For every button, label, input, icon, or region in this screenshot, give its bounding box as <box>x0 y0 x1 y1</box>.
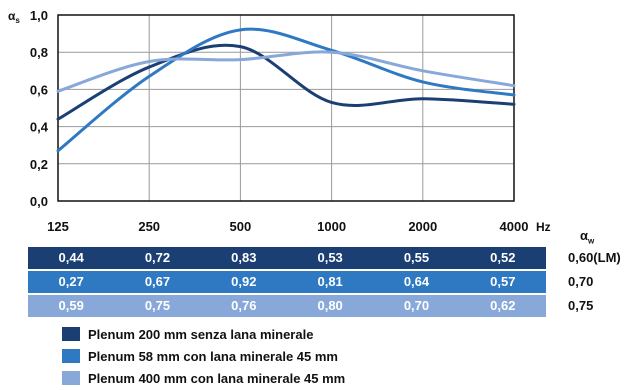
y-tick-label: 0,6 <box>30 82 48 97</box>
table-row: 0,27 0,67 0,92 0,81 0,64 0,57 <box>28 271 546 293</box>
grid <box>57 14 515 202</box>
table-cell: 0,44 <box>58 250 84 265</box>
table-cell: 0,57 <box>490 274 516 289</box>
table-cell: 0,72 <box>144 250 171 265</box>
x-tick-label: 4000 <box>500 219 529 234</box>
alpha-w-value: 0,75 <box>568 298 594 313</box>
table-cell: 0,53 <box>317 250 343 265</box>
y-tick-label: 0,0 <box>30 194 48 209</box>
alpha-w-value: 0,70 <box>568 274 594 289</box>
y-axis-label: αs <box>8 9 20 25</box>
table-row: 0,59 0,75 0,76 0,80 0,70 0,62 <box>28 295 546 317</box>
y-tick-label: 1,0 <box>30 8 48 23</box>
series-lines <box>56 27 516 153</box>
alpha-w-value: 0,60(LM) <box>568 250 621 265</box>
legend-swatch <box>62 371 80 385</box>
table-cell: 0,70 <box>403 298 430 313</box>
table-cell: 0,59 <box>58 298 84 313</box>
legend-swatch <box>62 327 80 341</box>
legend: Plenum 200 mm senza lana minerale Plenum … <box>62 324 345 390</box>
x-tick-label: 125 <box>47 219 69 234</box>
legend-item: Plenum 400 mm con lana minerale 45 mm <box>62 368 345 388</box>
legend-swatch <box>62 349 80 363</box>
y-tick-label: 0,4 <box>30 120 49 135</box>
x-tick-label: 500 <box>230 219 252 234</box>
alpha-w-label: αw <box>580 228 595 246</box>
table-cell: 0,55 <box>403 250 430 265</box>
tick-labels: 0,0 0,2 0,4 0,6 0,8 1,0 125 250 500 1000 2000 4000 <box>30 8 529 234</box>
table-cell: 0,52 <box>490 250 516 265</box>
legend-item: Plenum 58 mm con lana minerale 45 mm <box>62 346 345 366</box>
legend-label: Plenum 58 mm con lana minerale 45 mm <box>88 348 338 364</box>
table-cell: 0,75 <box>144 298 171 313</box>
x-tick-label: 1000 <box>317 219 346 234</box>
legend-item: Plenum 200 mm senza lana minerale <box>62 324 345 344</box>
table-cell: 0,67 <box>144 274 171 289</box>
table-cell: 0,80 <box>317 298 343 313</box>
x-axis-unit: Hz <box>536 220 551 234</box>
table-cell: 0,62 <box>490 298 516 313</box>
table-cell: 0,81 <box>317 274 343 289</box>
x-tick-label: 2000 <box>408 219 437 234</box>
table-cell: 0,92 <box>231 274 257 289</box>
plot-frame <box>57 14 515 202</box>
values-table: 0,44 0,72 0,83 0,53 0,55 0,52 0,27 0,67 0,92 0,81… <box>28 247 546 319</box>
y-tick-label: 0,2 <box>30 157 48 172</box>
legend-label: Plenum 400 mm con lana minerale 45 mm <box>88 370 346 386</box>
table-cell: 0,64 <box>403 274 430 289</box>
series-line-2 <box>56 27 516 153</box>
legend-label: Plenum 200 mm senza lana minerale <box>88 326 314 342</box>
table-cell: 0,76 <box>231 298 257 313</box>
table-cell: 0,83 <box>231 250 257 265</box>
table-cell: 0,27 <box>58 274 84 289</box>
series-line-3 <box>56 50 516 93</box>
table-row: 0,44 0,72 0,83 0,53 0,55 0,52 <box>28 247 546 269</box>
series-line-1 <box>56 43 516 121</box>
y-tick-label: 0,8 <box>30 45 48 60</box>
x-tick-label: 250 <box>138 219 160 234</box>
